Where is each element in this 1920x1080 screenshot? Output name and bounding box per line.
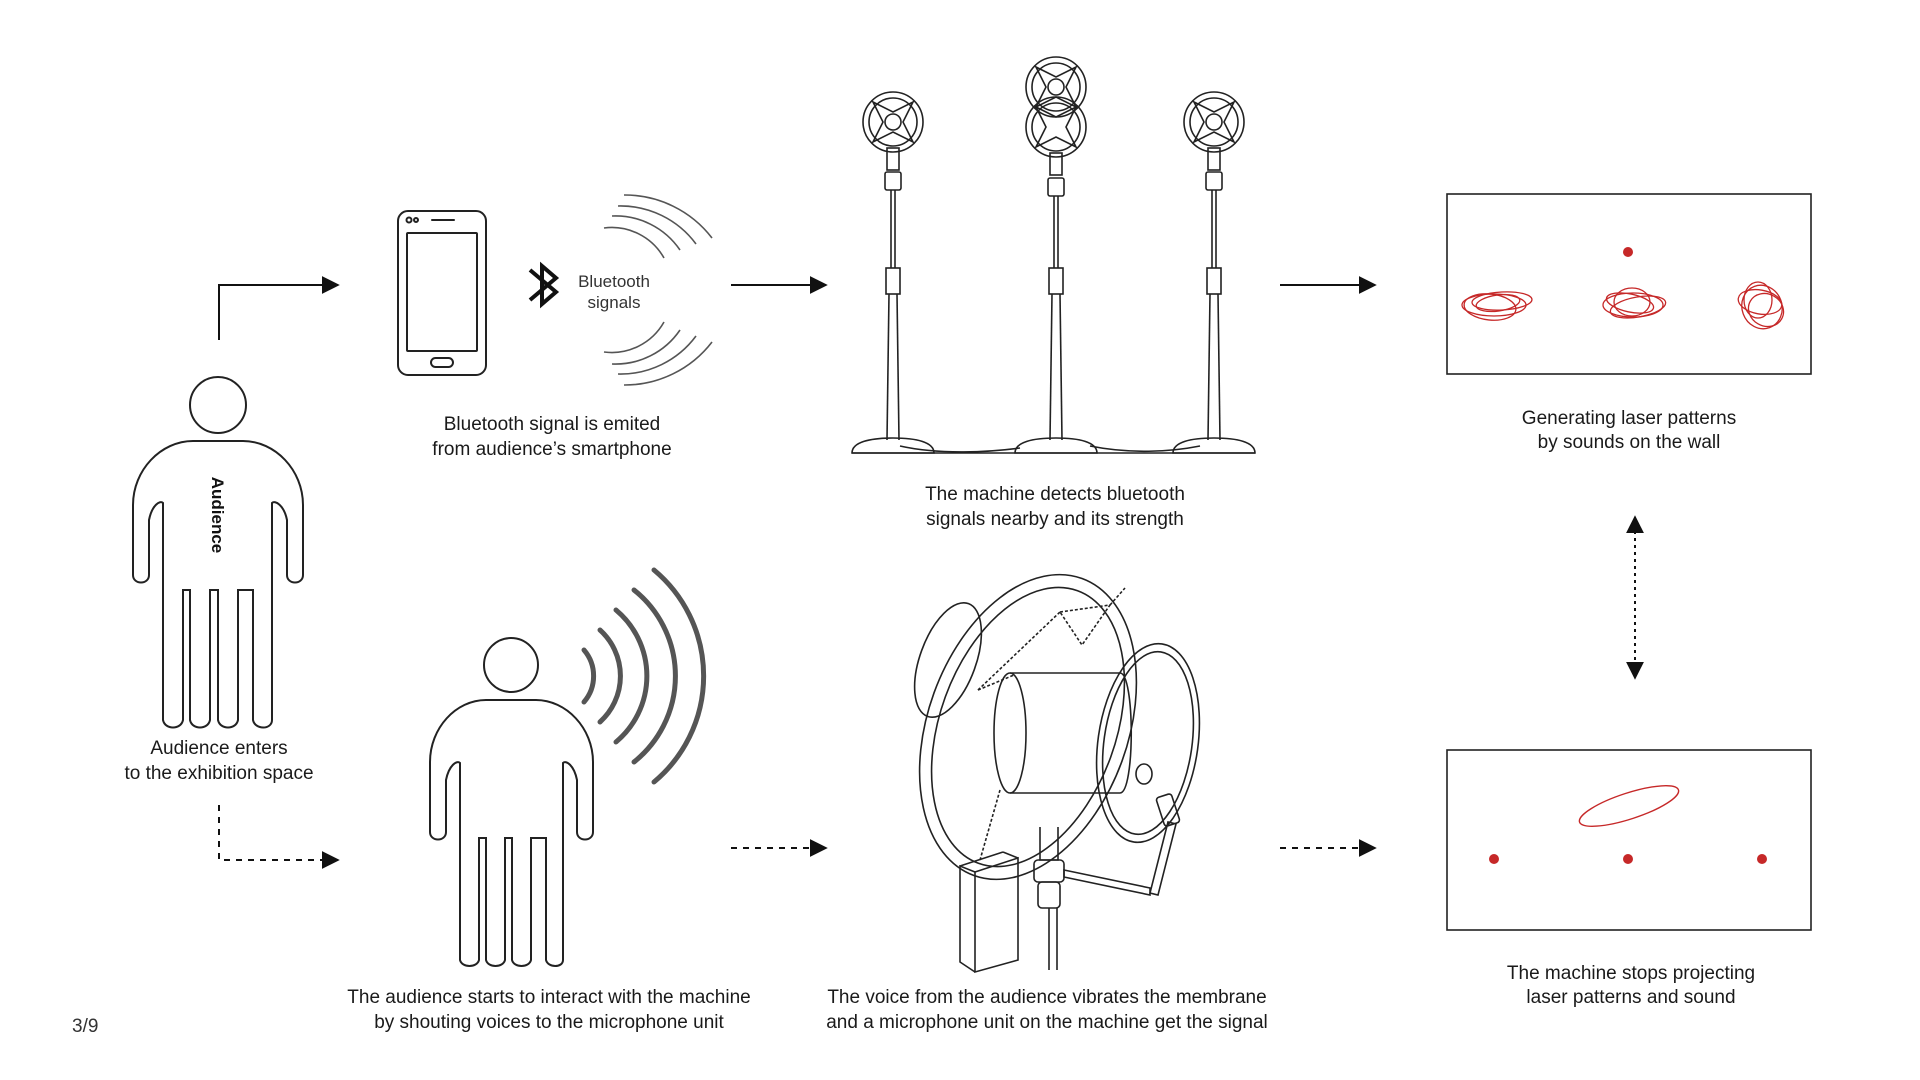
microphone-stand-center-icon bbox=[1014, 56, 1098, 454]
wall-projection-bottom bbox=[1446, 749, 1812, 931]
caption-machine-stops-line1: The machine stops projecting bbox=[1507, 963, 1755, 984]
captions: Audience enters to the exhibition space … bbox=[124, 408, 1755, 1033]
microphone-stand-right-icon bbox=[1172, 91, 1256, 454]
laser-dot-icon bbox=[1489, 854, 1499, 864]
laser-scribble-icon bbox=[1602, 287, 1667, 319]
caption-bluetooth-emitted-line1: Bluetooth signal is emited bbox=[444, 414, 661, 435]
caption-bluetooth-emitted-line2: from audience’s smartphone bbox=[432, 439, 671, 460]
laser-dot-icon bbox=[1757, 854, 1767, 864]
caption-machine-stops-line2: laser patterns and sound bbox=[1526, 987, 1735, 1008]
bluetooth-icon bbox=[528, 261, 560, 309]
wall-projection-top bbox=[1446, 193, 1812, 375]
signal-waves-icon bbox=[603, 194, 713, 386]
page-number: 3/9 bbox=[72, 1016, 99, 1037]
laser-dot-icon bbox=[1623, 247, 1633, 257]
microphone-stand-left-icon bbox=[851, 91, 935, 454]
laser-scribble-icon bbox=[1737, 281, 1785, 330]
caption-generating-patterns-line1: Generating laser patterns bbox=[1522, 408, 1736, 429]
microphone-stands-icon bbox=[851, 56, 1256, 454]
laser-ellipse-icon bbox=[1578, 785, 1680, 827]
shouting-person-icon bbox=[429, 637, 594, 967]
laser-dot-icon bbox=[1623, 854, 1633, 864]
caption-generating-patterns-line2: by sounds on the wall bbox=[1538, 432, 1721, 453]
bluetooth-signals-label-line1: Bluetooth bbox=[578, 272, 650, 291]
arrow-to-smartphone bbox=[218, 276, 340, 340]
laser-scribble-icon bbox=[1461, 291, 1533, 321]
sound-waves-icon bbox=[581, 567, 707, 785]
caption-audience-enters-line2: to the exhibition space bbox=[124, 763, 313, 784]
audience-person-label: Audience bbox=[208, 477, 227, 554]
membrane-machine-icon bbox=[913, 573, 1201, 974]
caption-audience-enters-line1: Audience enters bbox=[150, 738, 287, 759]
caption-voice-vibrates-line1: The voice from the audience vibrates the… bbox=[827, 987, 1266, 1008]
caption-audience-interacts-line2: by shouting voices to the microphone uni… bbox=[374, 1012, 724, 1033]
smartphone-icon bbox=[397, 210, 487, 376]
caption-voice-vibrates-line2: and a microphone unit on the machine get… bbox=[826, 1012, 1268, 1033]
bluetooth-signals-label-line2: signals bbox=[588, 293, 641, 312]
caption-machine-detects-line2: signals nearby and its strength bbox=[926, 509, 1184, 530]
arrow-to-voice bbox=[218, 805, 340, 869]
caption-audience-interacts-line1: The audience starts to interact with the… bbox=[347, 987, 750, 1008]
caption-machine-detects-line1: The machine detects bluetooth bbox=[925, 484, 1185, 505]
audience-person-icon bbox=[132, 376, 304, 729]
